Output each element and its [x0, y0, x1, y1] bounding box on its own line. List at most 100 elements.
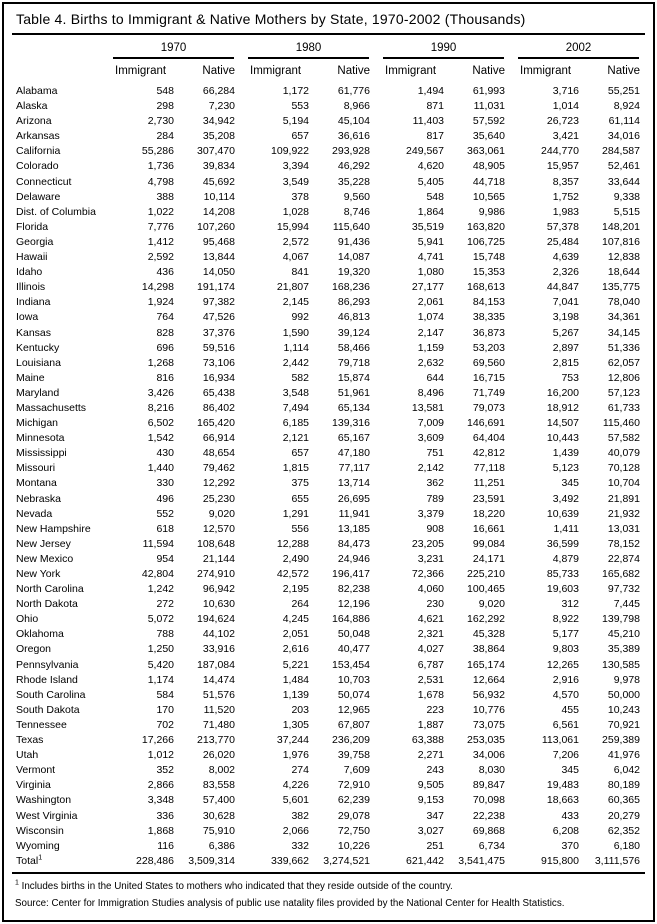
- value-cell: 1,924: [147, 296, 174, 309]
- value-cell: 86,293: [337, 296, 370, 309]
- value-cell: 162,292: [467, 613, 505, 626]
- value-cell: 36,616: [337, 130, 370, 143]
- state-cell: New Hampshire: [16, 522, 91, 535]
- value-cell: 95,468: [202, 235, 235, 248]
- value-cell: 46,813: [337, 311, 370, 324]
- value-cell: 13,581: [411, 401, 444, 414]
- state-cell: West Virginia: [16, 809, 78, 822]
- value-cell: 58,466: [337, 341, 370, 354]
- value-cell: 9,020: [478, 598, 505, 611]
- value-cell: 244,770: [541, 145, 579, 158]
- value-cell: 115,460: [602, 417, 640, 430]
- total-label: Total: [16, 854, 39, 867]
- value-cell: 10,704: [607, 477, 640, 490]
- year-header-1990: 1990: [375, 35, 510, 59]
- value-cell: 73,106: [202, 356, 235, 369]
- state-cell: South Carolina: [16, 688, 86, 701]
- value-cell: 548: [156, 85, 174, 97]
- value-cell: 7,230: [208, 100, 235, 113]
- value-cell: 1,022: [147, 205, 174, 218]
- value-cell: 56,932: [472, 688, 505, 701]
- value-cell: 23,205: [411, 537, 444, 550]
- value-cell: 3,609: [417, 432, 444, 445]
- value-cell: 3,379: [417, 507, 444, 520]
- value-cell: 1,014: [552, 100, 579, 113]
- value-cell: 1,268: [147, 356, 174, 369]
- value-cell: 2,616: [282, 643, 309, 656]
- total-value-cell: 3,274,521: [314, 853, 375, 874]
- value-cell: 8,966: [343, 100, 370, 113]
- value-cell: 753: [561, 371, 579, 384]
- value-cell: 1,012: [147, 749, 174, 762]
- value-cell: 455: [561, 703, 579, 716]
- value-cell: 702: [156, 718, 174, 731]
- value-cell: 15,994: [276, 220, 309, 233]
- value-cell: 4,620: [417, 160, 444, 173]
- state-cell: Dist. of Columbia: [16, 205, 96, 218]
- value-cell: 2,632: [417, 356, 444, 369]
- value-cell: 6,502: [147, 417, 174, 430]
- value-cell: 8,496: [417, 386, 444, 399]
- value-cell: 50,000: [607, 688, 640, 701]
- value-cell: 187,084: [197, 658, 235, 671]
- table-row: Colorado 1,736 39,834 3,394 46,292 4,620 48,90…: [12, 159, 645, 174]
- table-row: Delaware 388 10,114 378 9,560 548 10,565 1,752 9…: [12, 190, 645, 205]
- table-row: Pennsylvania 5,420 187,084 5,221 153,454 6,78…: [12, 658, 645, 673]
- value-cell: 1,983: [552, 205, 579, 218]
- value-cell: 165,682: [602, 568, 640, 580]
- value-cell: 657: [291, 130, 309, 143]
- table-row: Missouri 1,440 79,462 1,815 77,117 2,142 77,11…: [12, 461, 645, 476]
- value-cell: 19,320: [337, 266, 370, 279]
- value-cell: 163,820: [467, 220, 505, 233]
- value-cell: 7,494: [282, 401, 309, 414]
- value-cell: 5,194: [282, 115, 309, 128]
- state-cell: Pennsylvania: [16, 658, 79, 671]
- table-row: Kansas 828 37,376 1,590 39,124 2,147 36,873 5,2…: [12, 326, 645, 341]
- value-cell: 13,844: [202, 251, 235, 264]
- value-cell: 106,725: [467, 235, 505, 248]
- value-cell: 12,265: [546, 658, 579, 671]
- table-row: West Virginia 336 30,628 382 29,078 347 22,238…: [12, 809, 645, 824]
- value-cell: 165,174: [467, 658, 505, 671]
- value-cell: 45,692: [202, 175, 235, 188]
- value-cell: 11,403: [412, 115, 444, 128]
- value-cell: 284,587: [602, 145, 640, 158]
- value-cell: 1,752: [552, 190, 579, 203]
- value-cell: 62,352: [607, 824, 640, 837]
- value-cell: 10,565: [472, 190, 505, 203]
- value-cell: 1,412: [147, 235, 174, 248]
- value-cell: 828: [156, 326, 174, 339]
- value-cell: 59,516: [202, 341, 235, 354]
- value-cell: 99,084: [472, 537, 505, 550]
- value-cell: 24,171: [472, 552, 505, 565]
- value-cell: 42,812: [472, 447, 505, 460]
- value-cell: 165,420: [197, 417, 235, 430]
- value-cell: 139,316: [332, 417, 370, 430]
- total-value-cell: 3,111,576: [584, 853, 645, 874]
- value-cell: 3,492: [552, 492, 579, 505]
- value-cell: 12,570: [202, 522, 235, 535]
- value-cell: 370: [561, 839, 579, 852]
- value-cell: 249,567: [406, 145, 444, 158]
- value-cell: 1,868: [147, 824, 174, 837]
- value-cell: 5,941: [417, 235, 444, 248]
- state-cell: Virginia: [16, 779, 51, 792]
- table-row: Indiana 1,924 97,382 2,145 86,293 2,061 84,153…: [12, 295, 645, 310]
- value-cell: 61,114: [608, 115, 640, 128]
- col-header-native-1970: Native: [202, 65, 235, 77]
- table-title: Table 4. Births to Immigrant & Native Mo…: [12, 6, 645, 35]
- value-cell: 2,121: [282, 432, 309, 445]
- value-cell: 22,874: [607, 552, 640, 565]
- value-cell: 33,644: [607, 175, 640, 188]
- year-header-2002: 2002: [510, 35, 645, 59]
- state-cell: Ohio: [16, 613, 39, 626]
- table-row: New York 42,804 274,910 42,572 196,417 72,366…: [12, 567, 645, 582]
- table-row: California 55,286 307,470 109,922 293,928 249…: [12, 144, 645, 159]
- value-cell: 57,582: [607, 432, 640, 445]
- state-cell: Connecticut: [16, 175, 72, 188]
- table-row: Alabama 548 66,284 1,172 61,776 1,494 61,993 3,…: [12, 84, 645, 99]
- value-cell: 34,016: [607, 130, 640, 143]
- value-cell: 75,910: [202, 824, 235, 837]
- state-cell: Tennessee: [16, 718, 67, 731]
- value-cell: 79,718: [337, 356, 370, 369]
